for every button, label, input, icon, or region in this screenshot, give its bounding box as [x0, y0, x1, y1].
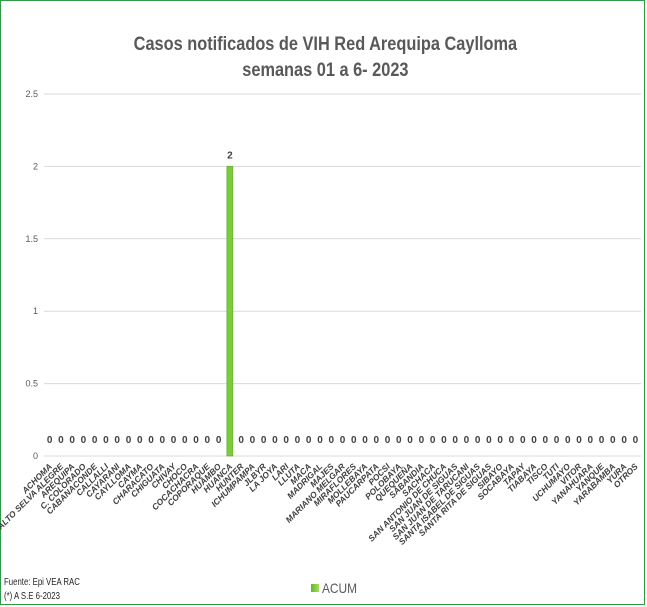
y-axis: 0 0.5 1 1.5 2 2.5: [25, 89, 38, 461]
data-label: 0: [599, 435, 605, 446]
data-label: 0: [261, 435, 267, 446]
data-label: 0: [351, 435, 357, 446]
data-label: 0: [531, 435, 537, 446]
data-label: 2: [227, 150, 233, 161]
gridlines: [44, 93, 641, 457]
chart-subtitle: semanas 01 a 6- 2023: [242, 60, 409, 81]
legend-swatch: [311, 584, 319, 592]
legend-label: ACUM: [322, 580, 358, 596]
y-tick-label: 1.5: [25, 234, 38, 244]
data-label: 0: [396, 435, 402, 446]
data-label: 0: [216, 435, 222, 446]
data-label: 0: [114, 435, 120, 446]
y-tick-label: 1: [33, 306, 38, 316]
data-label: 0: [452, 435, 458, 446]
data-label: 0: [328, 435, 334, 446]
y-tick-label: 0.5: [25, 379, 38, 389]
data-label: 0: [69, 435, 75, 446]
data-label: 0: [272, 435, 278, 446]
data-label: 0: [576, 435, 582, 446]
data-label: 0: [182, 435, 188, 446]
y-tick-label: 0: [33, 451, 38, 461]
y-tick-label: 2: [33, 161, 38, 171]
data-label: 0: [47, 435, 53, 446]
data-label: 0: [58, 435, 64, 446]
chart-title: Casos notificados de VIH Red Arequipa Ca…: [133, 34, 518, 55]
data-label: 0: [137, 435, 143, 446]
data-label: 0: [126, 435, 132, 446]
data-label: 0: [92, 435, 98, 446]
data-label: 0: [520, 435, 526, 446]
data-label: 0: [295, 435, 301, 446]
data-label: 0: [362, 435, 368, 446]
data-label: 0: [159, 435, 165, 446]
data-label: 0: [250, 435, 256, 446]
data-label: 0: [205, 435, 211, 446]
data-label: 0: [81, 435, 87, 446]
data-label: 0: [588, 435, 594, 446]
data-labels: 0 0 0 0 0 0 0 0 0 0 0 0 0 0 0 020 0 0 0 0 0 0 0 0 0 0 0 0 0 0 0 0 0 0 0 0 0 0…: [47, 150, 639, 446]
y-tick-label: 2.5: [25, 89, 38, 99]
data-label: 0: [193, 435, 199, 446]
data-label: 0: [340, 435, 346, 446]
source-date-note: (*) A S.E 6-2023: [4, 591, 60, 602]
data-label: 0: [542, 435, 548, 446]
data-label: 0: [306, 435, 312, 446]
data-label: 0: [419, 435, 425, 446]
data-label: 0: [238, 435, 244, 446]
data-label: 0: [610, 435, 616, 446]
data-label: 0: [385, 435, 391, 446]
data-label: 0: [171, 435, 177, 446]
data-label: 0: [317, 435, 323, 446]
data-label: 0: [441, 435, 447, 446]
data-label: 0: [497, 435, 503, 446]
data-label: 0: [103, 435, 109, 446]
bars: [226, 166, 234, 457]
data-label: 0: [283, 435, 289, 446]
data-label: 0: [407, 435, 413, 446]
data-label: 0: [486, 435, 492, 446]
data-label: 0: [565, 435, 571, 446]
source-note: Fuente: Epi VEA RAC: [4, 577, 80, 588]
data-label: 0: [621, 435, 627, 446]
data-label: 0: [554, 435, 560, 446]
data-label: 0: [374, 435, 380, 446]
data-label: 0: [148, 435, 154, 446]
bar: [226, 166, 234, 457]
data-label: 0: [464, 435, 470, 446]
data-label: 0: [430, 435, 436, 446]
data-label: 0: [633, 435, 639, 446]
data-label: 0: [475, 435, 481, 446]
data-label: 0: [509, 435, 515, 446]
legend: ACUM: [311, 580, 363, 596]
